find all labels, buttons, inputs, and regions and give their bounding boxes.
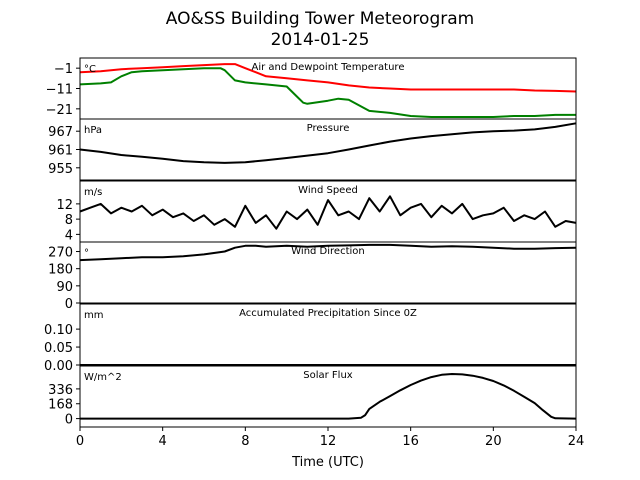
panel-title: Accumulated Precipitation Since 0Z	[239, 308, 417, 319]
y-tick-label: 270	[48, 246, 73, 261]
x-tick-label: 24	[568, 434, 585, 449]
panel-1: 967 961 955 hPa Pressure	[48, 118, 577, 181]
y-tick-label: 955	[48, 162, 73, 177]
x-tick-label: 4	[159, 434, 167, 449]
panel-3: 270 180 90 0 ° Wind Direction	[48, 241, 577, 312]
chart-panels: −1 −11 −21 °C Air and Dewpoint Temperature 96…	[44, 57, 577, 428]
y-tick-label: 8	[65, 213, 73, 228]
panel-title: Pressure	[307, 123, 350, 134]
y-tick-label: 12	[56, 198, 73, 213]
y-tick-label: 0.00	[44, 359, 73, 374]
unit-label: W/m^2	[84, 372, 122, 383]
y-tick-label: 168	[48, 398, 73, 413]
x-tick-label: 0	[76, 434, 84, 449]
y-tick-label: 0	[65, 297, 73, 312]
x-tick-label: 12	[320, 434, 337, 449]
y-tick-label: 180	[48, 263, 73, 278]
unit-label: mm	[84, 310, 103, 321]
series-line-0-1	[79, 67, 576, 118]
y-tick-label: 0	[65, 413, 73, 428]
y-tick-label: 336	[48, 383, 73, 398]
y-tick-label: −21	[46, 103, 73, 118]
series-line-0-0	[79, 63, 577, 93]
series-line-2-0	[79, 195, 577, 230]
panel-title: Solar Flux	[303, 370, 353, 381]
x-tick-label: 20	[485, 434, 502, 449]
y-tick-label: 4	[65, 228, 73, 243]
y-tick-label: 90	[56, 280, 73, 295]
panel-title: Wind Direction	[291, 246, 365, 257]
figure-title-line1: AO&SS Building Tower Meteorogram	[166, 9, 474, 29]
series-line-3-0	[79, 243, 577, 262]
x-tick-label: 16	[402, 434, 419, 449]
series-line-5-0	[80, 373, 577, 420]
series-line-1-0	[79, 122, 577, 164]
unit-label: hPa	[84, 125, 102, 136]
panel-frame	[79, 303, 577, 366]
x-axis: 0 4 8 12 16 20 24	[76, 427, 584, 449]
figure-title-line2: 2014-01-25	[271, 30, 370, 50]
panel-0: −1 −11 −21 °C Air and Dewpoint Temperature	[46, 57, 577, 120]
panel-title: Air and Dewpoint Temperature	[252, 62, 405, 73]
y-tick-label: −1	[54, 62, 73, 77]
y-tick-label: 0.05	[44, 341, 73, 356]
x-tick-label: 8	[241, 434, 249, 449]
panel-4: 0.10 0.05 0.00 mm Accumulated Precipitation …	[44, 303, 577, 374]
x-axis-label: Time (UTC)	[291, 455, 364, 470]
y-tick-label: 967	[48, 125, 73, 140]
y-tick-label: −11	[46, 83, 73, 98]
y-tick-label: 0.10	[44, 323, 73, 338]
y-tick-label: 961	[48, 144, 73, 159]
unit-label: °C	[84, 64, 96, 75]
panel-title: Wind Speed	[298, 185, 358, 196]
unit-label: °	[84, 248, 89, 259]
unit-label: m/s	[84, 187, 102, 198]
panel-frame	[79, 241, 577, 304]
